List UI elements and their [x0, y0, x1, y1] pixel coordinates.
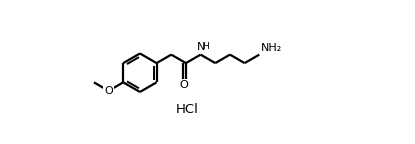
Text: HCl: HCl [176, 103, 199, 116]
Text: O: O [180, 80, 188, 90]
Text: H: H [202, 42, 209, 51]
Text: N: N [197, 42, 205, 52]
Text: O: O [104, 86, 113, 96]
Text: NH₂: NH₂ [261, 43, 282, 53]
